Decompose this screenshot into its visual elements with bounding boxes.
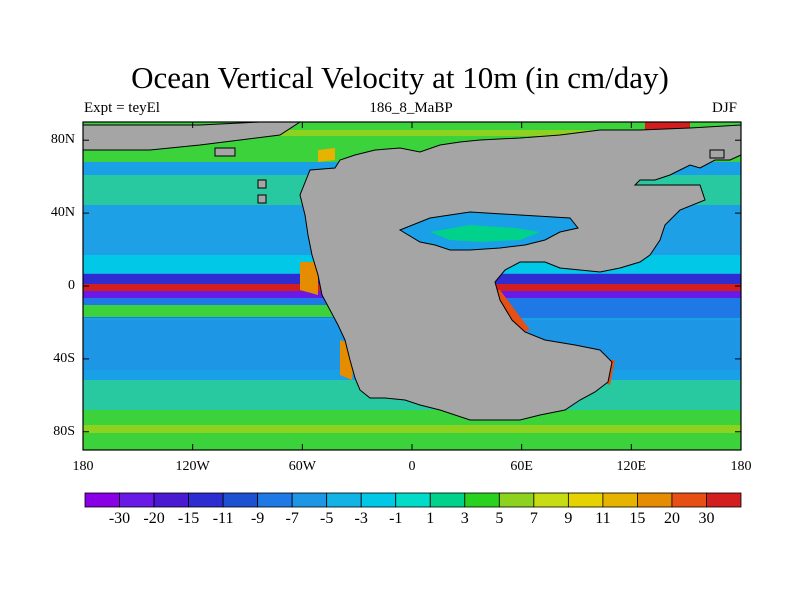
experiment-label: Expt = teyEl [84,100,160,116]
colorbar-swatch [222,492,259,508]
colorbar-label: 1 [426,510,435,527]
colorbar-swatch [533,492,569,508]
lat-label: 80N [50,132,75,148]
lat-label: 40S [53,350,75,366]
colorbar-label: 15 [629,510,646,527]
lon-label: 180 [72,459,94,474]
colorbar-label: -20 [143,510,165,527]
colorbar-swatch [119,492,155,508]
colorbar-swatch [602,492,638,508]
lon-label: 180 [730,459,752,474]
small-island-a [257,179,267,189]
colorbar-swatch [637,492,673,508]
colorbar-swatch [257,492,293,508]
colorbar-swatch [464,492,500,508]
lon-label: 0 [408,459,416,474]
colorbar-label: -9 [250,510,265,527]
colorbar-label: 11 [595,510,611,527]
land-mass [82,121,742,421]
colorbar-label: -1 [389,510,403,527]
lat-label: 0 [68,278,75,293]
colorbar-label: -3 [354,510,368,527]
colorbar-swatch [291,492,328,508]
colorbar-label: -7 [285,510,299,527]
small-island-d [709,149,725,159]
chart-title: Ocean Vertical Velocity at 10m (in cm/da… [131,60,669,95]
inner-sea-core [430,225,540,242]
colorbar-swatch [153,492,189,508]
colorbar-label: -30 [108,510,131,527]
colorbar-label: 30 [698,510,715,527]
colorbar-swatch [188,492,224,508]
colorbar-swatch [706,492,742,508]
colorbar-swatch [360,492,397,508]
colorbar-swatch [498,492,535,508]
season-label: DJF [712,100,738,116]
colorbar-label: -15 [177,510,200,527]
lon-label: 120W [175,459,210,474]
small-island-b [257,194,267,204]
colorbar-swatch [326,492,362,508]
colorbar-label: 7 [529,510,538,527]
lon-label: 60E [510,459,533,474]
colorbar-label: -5 [320,510,334,527]
colorbar-label: 3 [460,510,469,527]
colorbar-swatch [84,492,120,508]
colorbar-label: 5 [495,510,504,527]
lon-label: 120E [616,459,647,474]
colorbar-label: -11 [212,510,234,527]
lon-label: 60W [288,459,316,474]
small-island-c [214,147,236,157]
colorbar-label: 20 [663,510,680,527]
lat-label: 40N [50,205,75,221]
colorbar-swatch [671,492,707,508]
pangaea-landmass [299,124,742,421]
colorbar-swatch [429,492,466,508]
period-label: 186_8_MaBP [369,100,453,116]
colorbar-label: 9 [564,510,573,527]
colorbar-swatch [567,492,604,508]
colorbar-swatch [395,492,431,508]
axis-ticks [82,122,742,450]
lat-label: 80S [53,423,75,439]
arctic-island [82,121,302,151]
